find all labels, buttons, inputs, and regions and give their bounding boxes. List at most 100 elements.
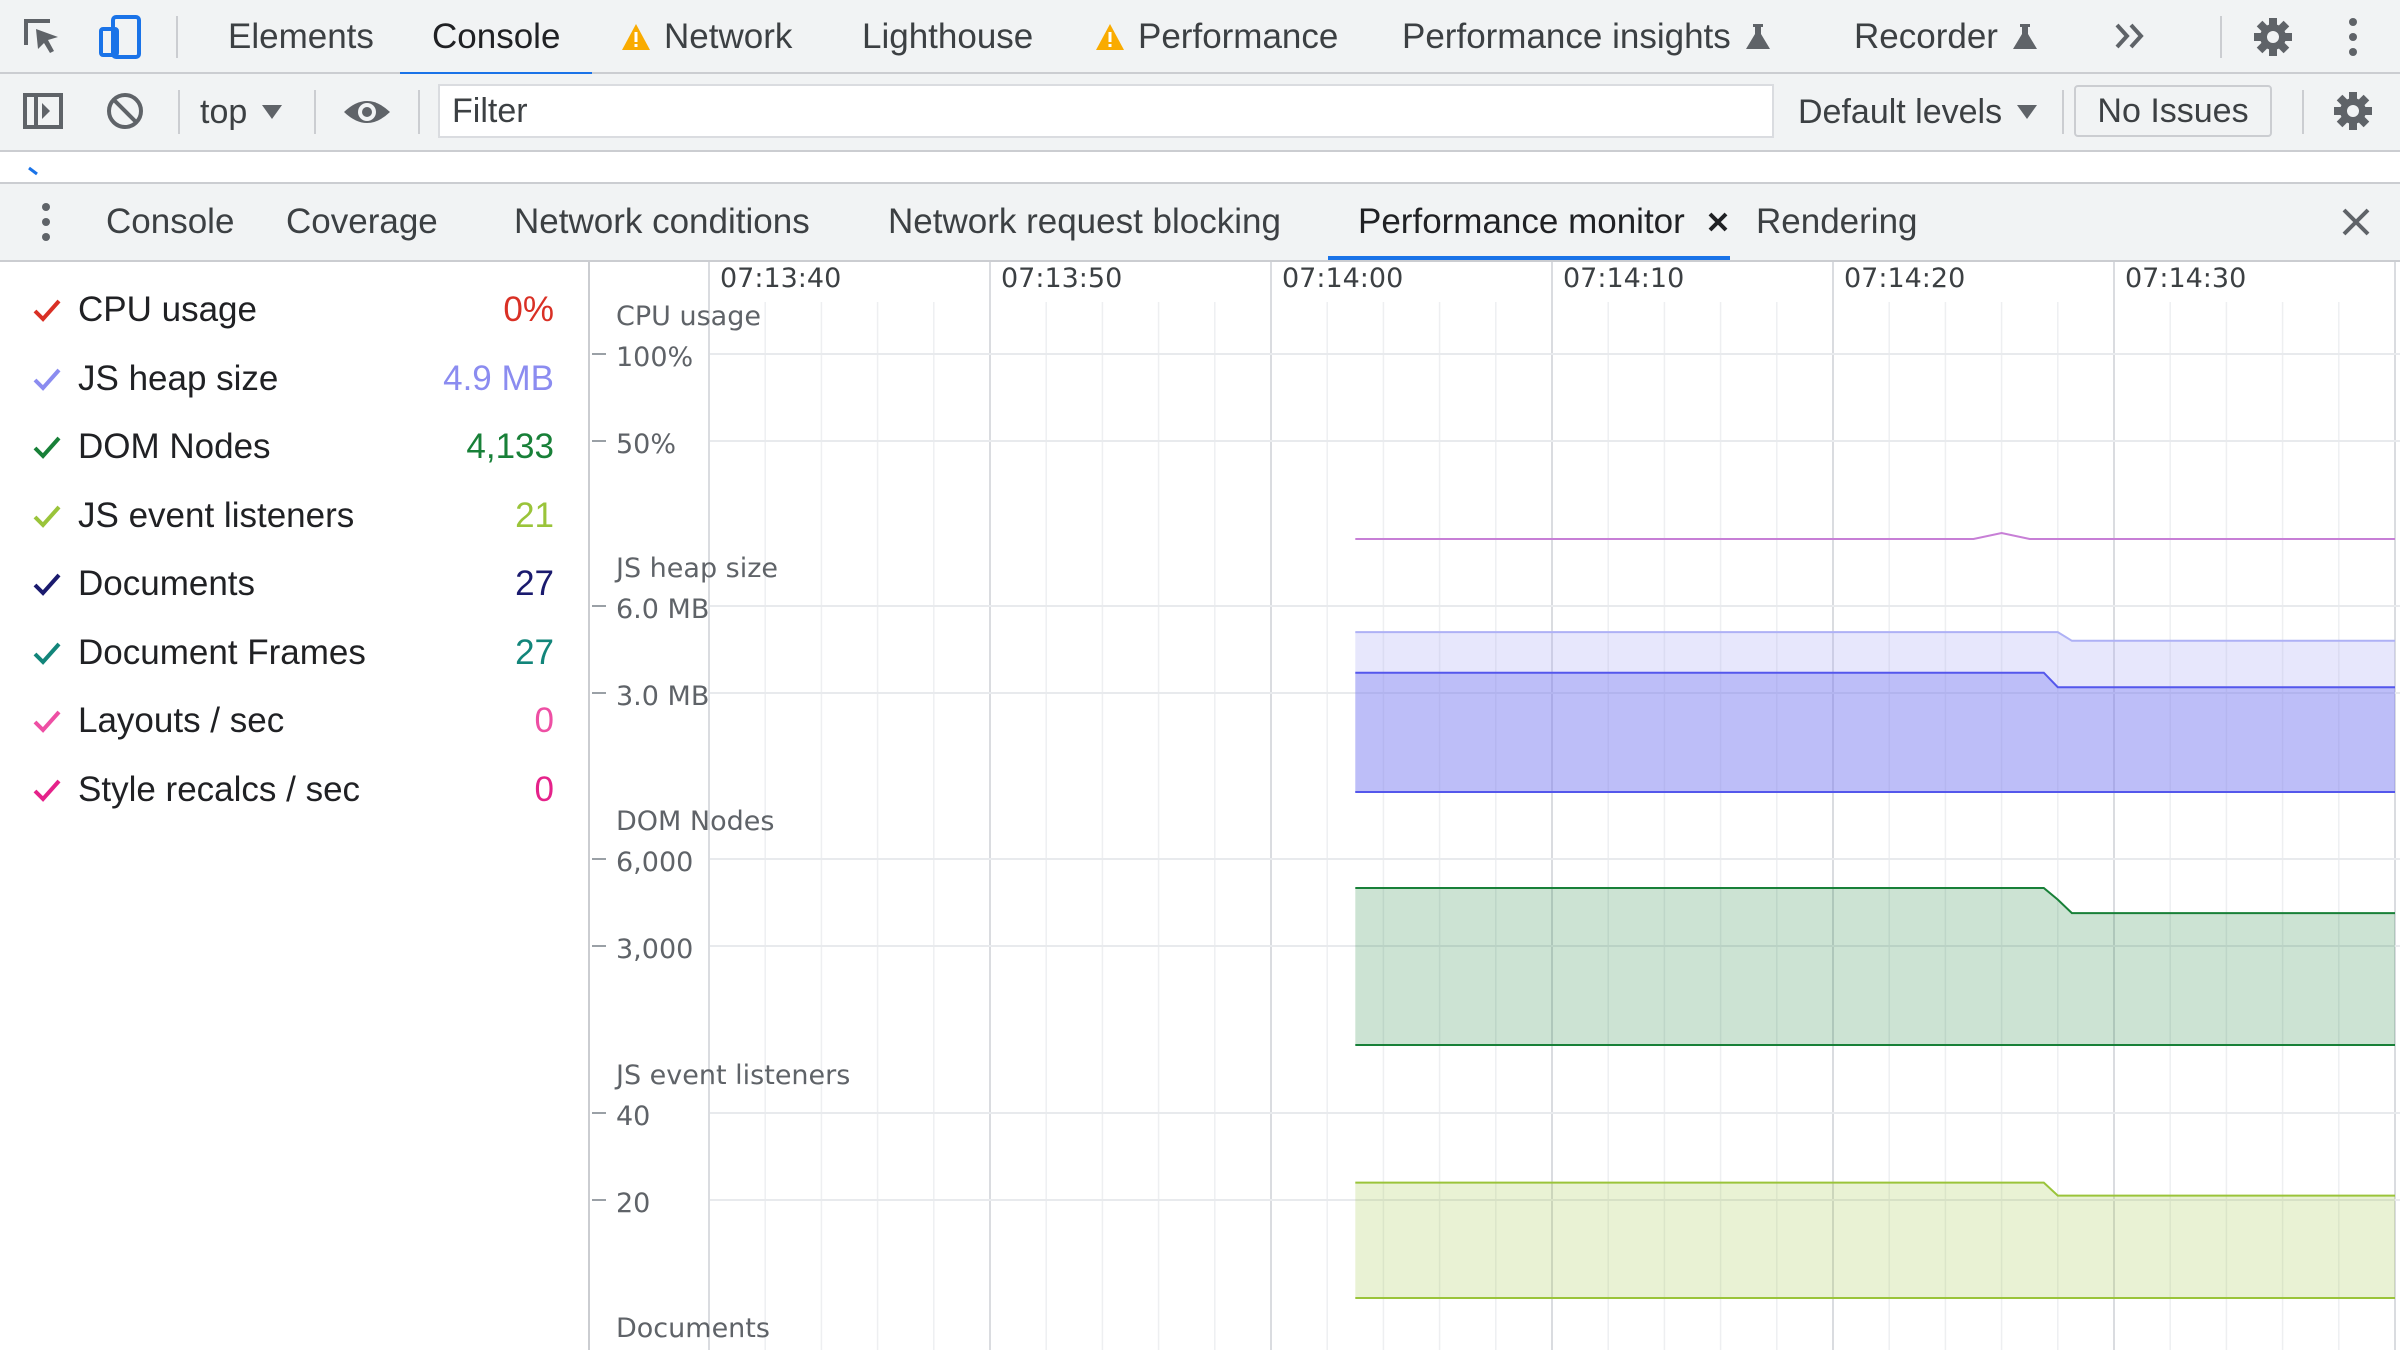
console-settings-gear-icon[interactable] <box>2330 88 2376 134</box>
drawer-tab-performance-monitor[interactable]: Performance monitor <box>1358 184 1729 260</box>
metric-row-js-heap-size[interactable]: JS heap size 4.9 MB <box>0 351 590 411</box>
metric-label: Document Frames <box>78 633 366 672</box>
metric-label: DOM Nodes <box>78 427 271 466</box>
series-line <box>1355 887 2395 915</box>
metric-label: Documents <box>78 564 256 603</box>
tab-lighthouse[interactable]: Lighthouse <box>862 17 1034 56</box>
clear-console-icon[interactable] <box>102 88 148 134</box>
panel-title-dom-nodes: DOM Nodes <box>616 806 774 837</box>
tab-elements[interactable]: Elements <box>228 17 374 56</box>
device-toolbar-icon[interactable] <box>96 12 146 62</box>
series-area <box>1355 672 2395 792</box>
panel-title-heap: JS heap size <box>614 553 778 584</box>
metric-row-layouts-per-sec[interactable]: Layouts / sec 0 <box>0 693 590 753</box>
more-options-kebab-icon[interactable] <box>2336 14 2370 60</box>
check-icon <box>33 779 61 802</box>
prompt-chevron-icon <box>26 166 42 182</box>
drawer-tab-network-request-blocking[interactable]: Network request blocking <box>888 202 1281 241</box>
series-area <box>1355 888 2395 1045</box>
drawer-tab-rendering[interactable]: Rendering <box>1756 202 1918 241</box>
panel-title-listeners: JS event listeners <box>614 1060 850 1091</box>
check-icon <box>33 573 61 596</box>
dropdown-arrow-icon <box>261 104 283 120</box>
tick-label: 40 <box>616 1101 650 1132</box>
drawer-more-tools-kebab-icon[interactable] <box>28 200 64 244</box>
warning-icon <box>620 22 652 52</box>
tab-network[interactable]: Network <box>620 0 792 74</box>
metric-value: 0 <box>534 770 554 809</box>
close-tab-icon[interactable] <box>1707 211 1729 233</box>
metric-label: JS event listeners <box>78 496 355 535</box>
time-label: 07:14:30 <box>2125 263 2246 294</box>
check-icon <box>33 505 61 528</box>
settings-gear-icon[interactable] <box>2250 14 2296 60</box>
metric-value: 0% <box>503 290 554 329</box>
metric-value: 4.9 MB <box>443 359 554 398</box>
dropdown-arrow-icon <box>2016 104 2038 120</box>
check-icon <box>33 436 61 459</box>
metric-value: 27 <box>515 564 554 603</box>
time-label: 07:14:20 <box>1844 263 1965 294</box>
tab-recorder[interactable]: Recorder <box>1854 0 2038 74</box>
series-line <box>1355 531 2395 540</box>
tick-label: 100% <box>616 342 693 373</box>
console-toolbar: top Default levels No Issues <box>0 74 2400 152</box>
metric-value: 4,133 <box>466 427 554 466</box>
drawer-tab-coverage[interactable]: Coverage <box>286 202 438 241</box>
devtools-main-tabbar: Elements Console Network Lighthouse Perf… <box>0 0 2400 76</box>
drawer-tab-console[interactable]: Console <box>106 202 235 241</box>
tab-performance-insights[interactable]: Performance insights <box>1402 0 1771 74</box>
metric-label: CPU usage <box>78 290 257 329</box>
filter-input[interactable] <box>438 84 1774 138</box>
toggle-sidebar-icon[interactable] <box>20 88 66 134</box>
metric-row-js-event-listeners[interactable]: JS event listeners 21 <box>0 488 590 548</box>
time-label: 07:14:10 <box>1563 263 1684 294</box>
check-icon <box>33 368 61 391</box>
metric-value: 21 <box>515 496 554 535</box>
minor-grid <box>764 302 2340 1350</box>
tab-console[interactable]: Console <box>400 0 593 76</box>
metric-label: Style recalcs / sec <box>78 770 361 809</box>
experiment-flask-icon <box>1745 22 1771 52</box>
drawer-tab-network-conditions[interactable]: Network conditions <box>514 202 810 241</box>
metric-value: 0 <box>534 701 554 740</box>
drawer-tabbar: Console Coverage Network conditions Netw… <box>0 182 2400 262</box>
log-levels-dropdown[interactable]: Default levels <box>1798 86 2038 138</box>
tick-label: 20 <box>616 1188 650 1219</box>
time-label: 07:14:00 <box>1282 263 1403 294</box>
tick-label: 50% <box>616 429 676 460</box>
metric-value: 27 <box>515 633 554 672</box>
check-icon <box>33 299 61 322</box>
close-drawer-icon[interactable] <box>2334 200 2378 244</box>
context-selector[interactable]: top <box>200 86 283 138</box>
series-line <box>1355 671 2395 689</box>
panel-title-documents: Documents <box>616 1313 770 1344</box>
metric-row-style-recalcs-per-sec[interactable]: Style recalcs / sec 0 <box>0 762 590 822</box>
time-label: 07:13:50 <box>1001 263 1122 294</box>
issues-counter-button[interactable]: No Issues <box>2074 85 2272 137</box>
live-expression-eye-icon[interactable] <box>340 90 394 134</box>
series-line <box>1355 631 2395 642</box>
tick-label: 6.0 MB <box>616 594 709 625</box>
series-layer <box>1355 531 2395 1299</box>
more-tabs-chevron-icon[interactable] <box>2108 14 2152 58</box>
tab-performance[interactable]: Performance <box>1094 0 1338 74</box>
time-label: 07:13:40 <box>720 263 841 294</box>
inspect-element-icon[interactable] <box>20 14 68 60</box>
metric-label: Layouts / sec <box>78 701 285 740</box>
check-icon <box>33 710 61 733</box>
console-prompt-area[interactable] <box>0 152 2400 182</box>
performance-monitor-graph: 07:13:40 07:13:50 07:14:00 07:14:10 07:1… <box>592 262 2400 1350</box>
metric-row-dom-nodes[interactable]: DOM Nodes 4,133 <box>0 419 590 479</box>
panel-title-cpu: CPU usage <box>616 301 761 332</box>
series-area <box>1355 1182 2395 1298</box>
metrics-list: CPU usage 0% JS heap size 4.9 MB DOM Nod… <box>0 262 590 1350</box>
experiment-flask-icon <box>2012 22 2038 52</box>
check-icon <box>33 642 61 665</box>
tick-label: 3.0 MB <box>616 681 709 712</box>
metric-row-cpu-usage[interactable]: CPU usage 0% <box>0 282 590 342</box>
metric-row-document-frames[interactable]: Document Frames 27 <box>0 625 590 685</box>
metric-row-documents[interactable]: Documents 27 <box>0 556 590 616</box>
metric-label: JS heap size <box>78 359 279 398</box>
series-line <box>1355 1181 2395 1197</box>
